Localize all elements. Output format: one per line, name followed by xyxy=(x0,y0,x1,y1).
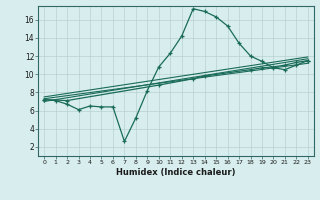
X-axis label: Humidex (Indice chaleur): Humidex (Indice chaleur) xyxy=(116,168,236,177)
